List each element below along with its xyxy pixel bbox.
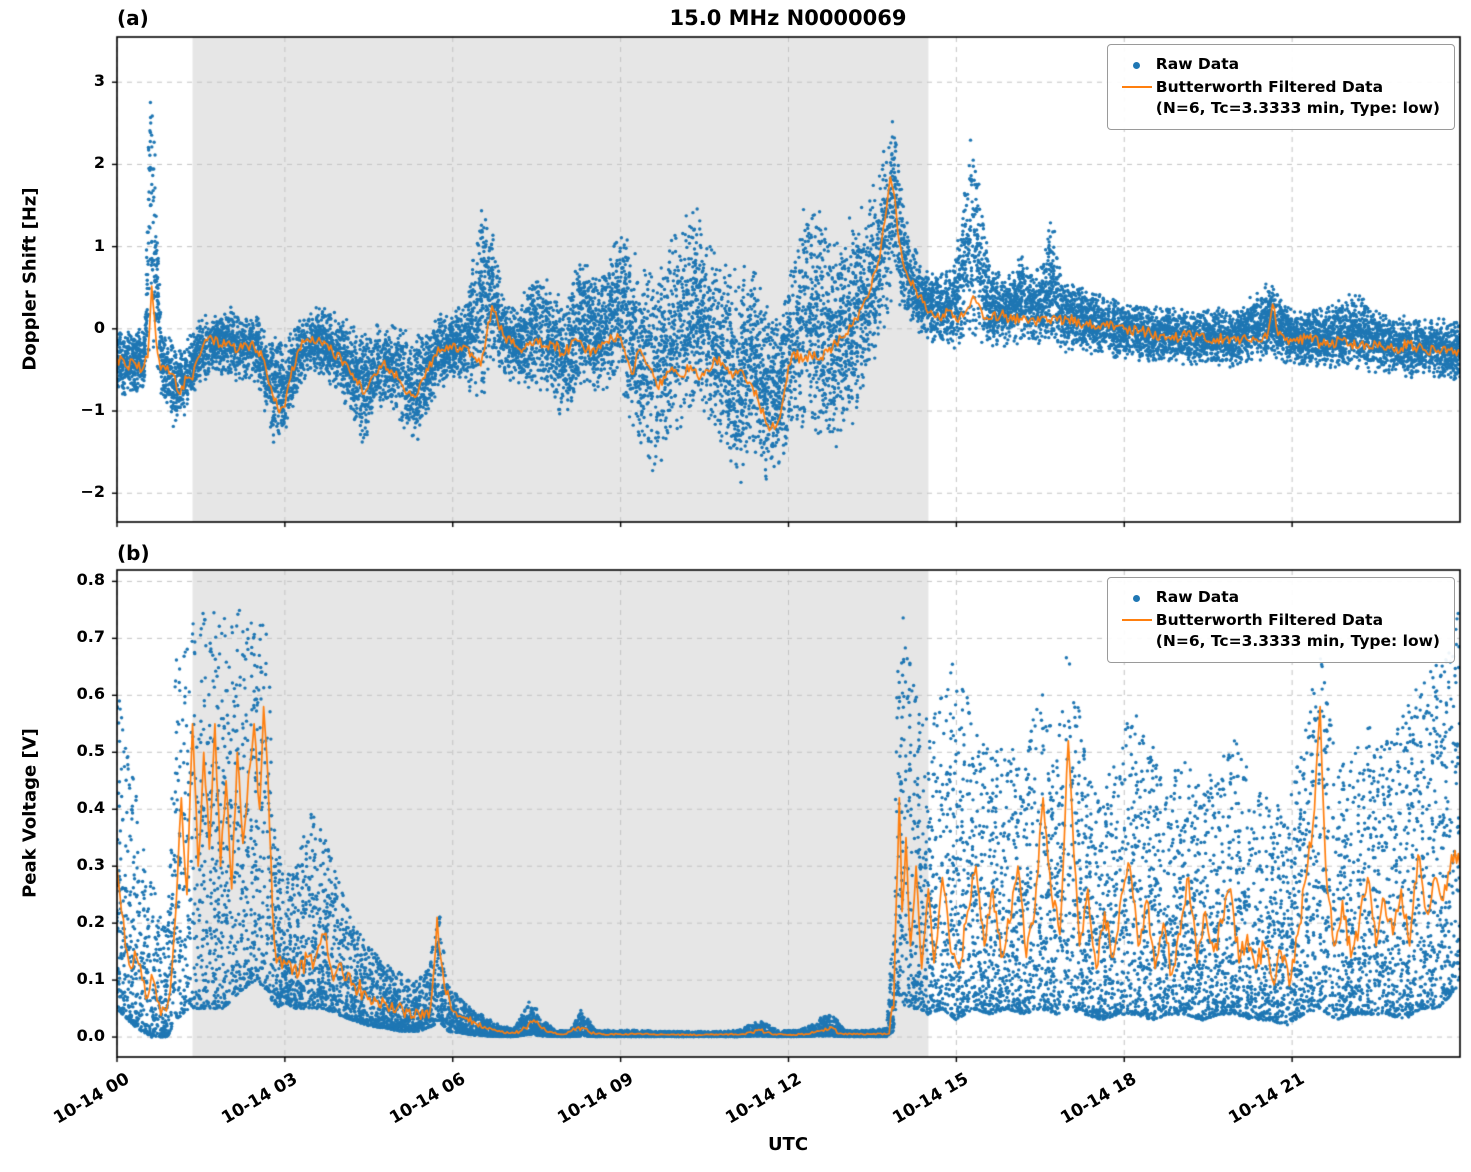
legend-filtered-params: (N=6, Tc=3.3333 min, Type: low)	[1155, 631, 1440, 650]
x-axis-label: UTC	[767, 1134, 809, 1155]
legend-filtered-label: Butterworth Filtered Data	[1155, 78, 1384, 96]
y-tick-label: 0.8	[76, 570, 105, 590]
y-tick-label: 2	[93, 153, 105, 173]
legend-raw-label: Raw Data	[1155, 55, 1240, 73]
y-tick-label: 0.6	[76, 684, 105, 704]
y-tick-label: 0	[93, 317, 105, 337]
raw-data-marker-icon	[1118, 55, 1156, 75]
y-tick-label: 0.0	[76, 1026, 105, 1046]
y-tick-label: 1	[93, 235, 105, 255]
legend-entry-raw: Raw Data	[1118, 55, 1440, 75]
filtered-data-marker-icon	[1118, 77, 1156, 97]
panel-a-tag: (a)	[117, 6, 149, 30]
y-tick-label: −1	[80, 400, 105, 420]
y-tick-label: 0.3	[76, 855, 105, 875]
panel-a-ylabel: Doppler Shift [Hz]	[19, 187, 41, 371]
raw-data-marker-icon	[1118, 588, 1156, 608]
legend-filtered-params: (N=6, Tc=3.3333 min, Type: low)	[1155, 98, 1440, 117]
y-tick-label: 0.2	[76, 912, 105, 932]
panel-b-tag: (b)	[117, 541, 150, 565]
legend-entry-filtered: Butterworth Filtered Data (N=6, Tc=3.333…	[1118, 77, 1440, 119]
y-tick-label: 0.1	[76, 969, 105, 989]
figure-title: 15.0 MHz N0000069	[669, 6, 907, 30]
y-tick-label: −2	[80, 482, 105, 502]
filtered-data-marker-icon	[1118, 610, 1156, 630]
y-tick-label: 0.7	[76, 627, 105, 647]
legend-panel-b: Raw Data Butterworth Filtered Data (N=6,…	[1106, 577, 1455, 663]
legend-filtered-label: Butterworth Filtered Data	[1155, 611, 1384, 629]
legend-entry-raw: Raw Data	[1118, 588, 1440, 608]
legend-entry-filtered: Butterworth Filtered Data (N=6, Tc=3.333…	[1118, 610, 1440, 652]
y-tick-label: 3	[93, 71, 105, 91]
legend-panel-a: Raw Data Butterworth Filtered Data (N=6,…	[1106, 44, 1455, 130]
legend-raw-label: Raw Data	[1155, 588, 1240, 606]
y-tick-label: 0.5	[76, 741, 105, 761]
y-tick-label: 0.4	[76, 798, 105, 818]
